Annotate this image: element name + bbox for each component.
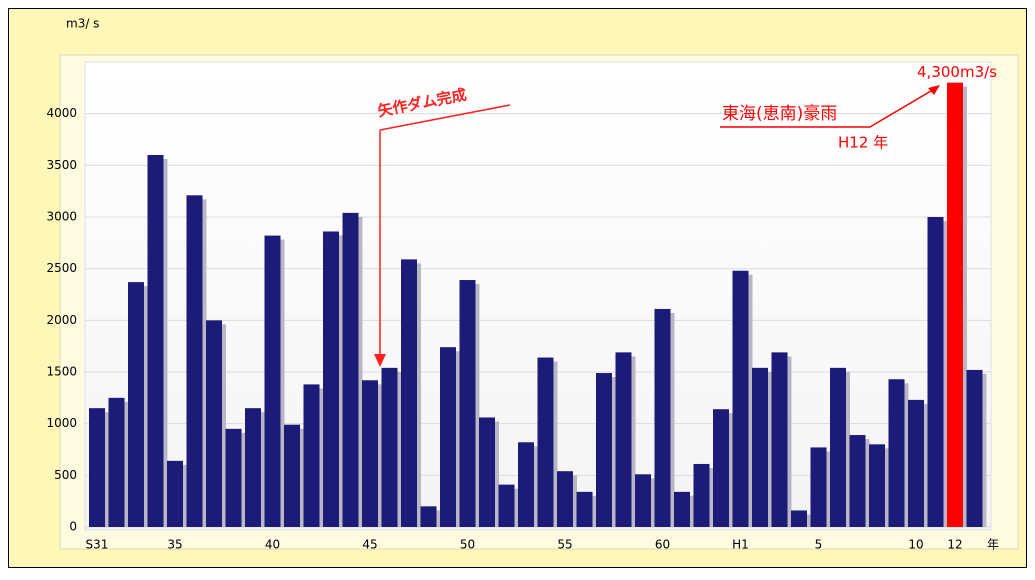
bar	[791, 510, 807, 527]
bar	[420, 506, 437, 527]
x-tick-label: S31	[86, 538, 109, 552]
bar	[498, 484, 515, 527]
y-tick-label: 1000	[46, 416, 77, 430]
x-tick-label: 12	[947, 538, 962, 552]
bar	[323, 231, 339, 527]
bar	[206, 320, 222, 527]
bar	[108, 397, 125, 527]
bar	[147, 155, 164, 527]
y-tick-label: 3000	[46, 210, 77, 224]
y-tick-label: 1500	[46, 365, 77, 379]
bar	[713, 409, 729, 527]
x-tick-label: 35	[167, 538, 182, 552]
bar	[849, 435, 866, 527]
bar	[225, 428, 242, 527]
x-tick-label: 60	[655, 538, 670, 552]
y-tick-label: 4000	[46, 106, 77, 120]
bar	[596, 373, 612, 527]
x-tick-label: H1	[732, 538, 749, 552]
bar	[947, 82, 963, 528]
x-tick-label: 5	[815, 538, 823, 552]
year-annotation: H12 年	[838, 134, 888, 152]
value-label: 4,300m3/s	[917, 63, 997, 81]
bar	[459, 280, 476, 527]
bar	[440, 347, 456, 527]
bar	[674, 491, 690, 527]
annotation-line	[379, 104, 511, 131]
bar	[810, 447, 827, 527]
bar	[362, 380, 378, 527]
x-unit: 年	[987, 538, 999, 552]
x-tick-label: 50	[460, 538, 475, 552]
bar	[752, 367, 768, 527]
bar	[732, 270, 749, 527]
bar	[576, 491, 593, 527]
bar	[186, 195, 203, 528]
bar	[479, 417, 495, 527]
bar	[89, 408, 105, 527]
x-tick-label: 40	[265, 538, 280, 552]
arrowhead	[928, 85, 940, 95]
bar	[518, 442, 534, 527]
bar	[264, 235, 281, 527]
y-tick-label: 3500	[46, 158, 77, 172]
bar	[888, 379, 905, 527]
bar	[342, 212, 359, 527]
bar	[830, 367, 846, 527]
bar	[927, 217, 944, 527]
bar	[615, 352, 632, 527]
x-tick-label: 45	[362, 538, 377, 552]
y-tick-label: 500	[54, 468, 77, 482]
rain-annotation: 東海(恵南)豪雨	[722, 103, 837, 124]
y-tick-label: 0	[69, 520, 77, 534]
bar	[381, 367, 398, 527]
y-tick-label: 2000	[46, 313, 77, 327]
bar	[693, 463, 710, 527]
bar	[966, 369, 983, 527]
bar	[303, 384, 320, 527]
bar	[167, 460, 183, 527]
annotation-line	[720, 87, 937, 128]
y-tick-label: 2500	[46, 261, 77, 275]
bar	[635, 474, 651, 527]
bar	[654, 308, 671, 527]
bar	[908, 399, 924, 527]
marks: 0 500 1000 1500 2000 2500 3000 3500 4000 S31 35 40 4…	[46, 63, 997, 551]
bar	[401, 259, 417, 527]
bar	[557, 471, 573, 527]
arrowhead	[374, 354, 386, 367]
bar	[537, 357, 554, 527]
bar	[128, 282, 144, 527]
y-unit: m3/ s	[66, 17, 99, 31]
x-tick-label: 55	[557, 538, 572, 552]
bar	[284, 424, 300, 527]
bar	[869, 444, 885, 527]
bar	[771, 352, 788, 527]
x-tick-label: 10	[908, 538, 923, 552]
bar	[245, 408, 261, 527]
